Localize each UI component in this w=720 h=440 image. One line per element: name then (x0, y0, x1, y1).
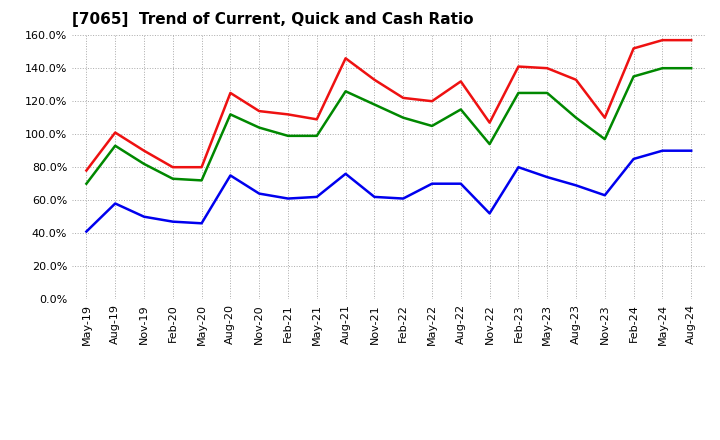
Quick Ratio (572, 115, 580, 120)
Current Ratio (140, 148, 148, 153)
Cash Ratio (312, 194, 321, 200)
Current Ratio (456, 79, 465, 84)
Cash Ratio (629, 156, 638, 161)
Cash Ratio (456, 181, 465, 187)
Quick Ratio (629, 74, 638, 79)
Quick Ratio (312, 133, 321, 139)
Current Ratio (111, 130, 120, 135)
Current Ratio (284, 112, 292, 117)
Current Ratio (428, 99, 436, 104)
Cash Ratio (514, 165, 523, 170)
Cash Ratio (82, 229, 91, 234)
Current Ratio (399, 95, 408, 101)
Cash Ratio (255, 191, 264, 196)
Cash Ratio (572, 183, 580, 188)
Current Ratio (82, 168, 91, 173)
Current Ratio (687, 37, 696, 43)
Cash Ratio (341, 171, 350, 176)
Current Ratio (370, 77, 379, 82)
Quick Ratio (428, 123, 436, 128)
Cash Ratio (370, 194, 379, 200)
Cash Ratio (485, 211, 494, 216)
Quick Ratio (399, 115, 408, 120)
Cash Ratio (600, 193, 609, 198)
Quick Ratio (226, 112, 235, 117)
Cash Ratio (687, 148, 696, 153)
Quick Ratio (82, 181, 91, 187)
Cash Ratio (168, 219, 177, 224)
Current Ratio (226, 90, 235, 95)
Quick Ratio (168, 176, 177, 181)
Cash Ratio (111, 201, 120, 206)
Current Ratio (514, 64, 523, 69)
Quick Ratio (485, 141, 494, 147)
Quick Ratio (514, 90, 523, 95)
Line: Quick Ratio: Quick Ratio (86, 68, 691, 184)
Cash Ratio (140, 214, 148, 220)
Text: [7065]  Trend of Current, Quick and Cash Ratio: [7065] Trend of Current, Quick and Cash … (72, 12, 474, 27)
Current Ratio (312, 117, 321, 122)
Current Ratio (600, 115, 609, 120)
Cash Ratio (658, 148, 667, 153)
Cash Ratio (428, 181, 436, 187)
Quick Ratio (658, 66, 667, 71)
Quick Ratio (255, 125, 264, 130)
Line: Current Ratio: Current Ratio (86, 40, 691, 171)
Quick Ratio (140, 161, 148, 166)
Quick Ratio (600, 136, 609, 142)
Cash Ratio (543, 174, 552, 180)
Line: Cash Ratio: Cash Ratio (86, 150, 691, 231)
Current Ratio (255, 108, 264, 114)
Quick Ratio (543, 90, 552, 95)
Cash Ratio (226, 173, 235, 178)
Cash Ratio (284, 196, 292, 201)
Current Ratio (543, 66, 552, 71)
Quick Ratio (111, 143, 120, 148)
Quick Ratio (341, 88, 350, 94)
Quick Ratio (370, 102, 379, 107)
Current Ratio (629, 46, 638, 51)
Current Ratio (197, 165, 206, 170)
Current Ratio (485, 120, 494, 125)
Quick Ratio (456, 107, 465, 112)
Current Ratio (572, 77, 580, 82)
Current Ratio (341, 55, 350, 61)
Current Ratio (658, 37, 667, 43)
Cash Ratio (197, 221, 206, 226)
Quick Ratio (197, 178, 206, 183)
Quick Ratio (284, 133, 292, 139)
Quick Ratio (687, 66, 696, 71)
Current Ratio (168, 165, 177, 170)
Cash Ratio (399, 196, 408, 201)
